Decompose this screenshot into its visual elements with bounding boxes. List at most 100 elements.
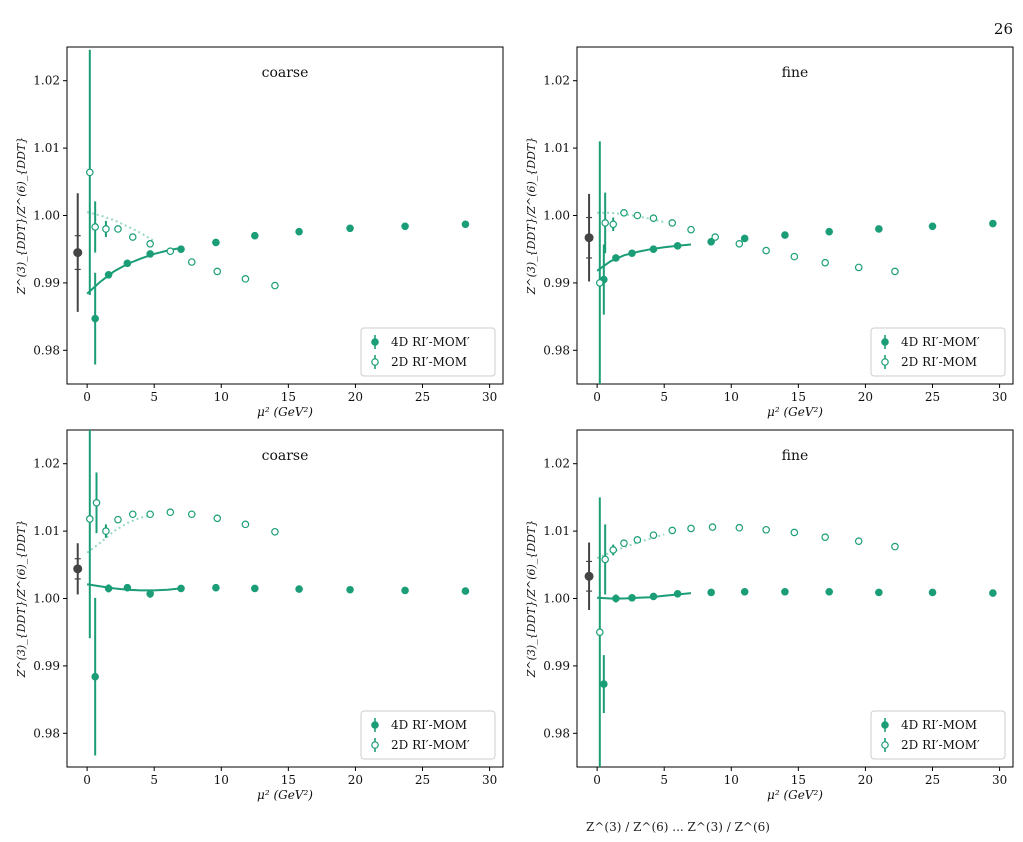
legend-marker-open [371,741,379,749]
data-point-2d [128,233,137,241]
data-point-2d [891,542,899,551]
y-tick-label: 1.01 [33,141,60,155]
panel-title: coarse [262,65,309,81]
y-tick-label: 1.02 [543,74,570,88]
data-point-4d [989,219,997,228]
data-point-2d [687,225,695,234]
data-point-2d [187,258,196,266]
data-point-4d [401,586,409,595]
data-point-4d [628,249,636,258]
data-point-4d [875,588,883,597]
data-point-2d [166,247,175,256]
x-axis-label: μ² (GeV²) [257,405,313,419]
x-tick-label: 30 [482,773,497,787]
data-point-2d [762,525,770,534]
data-point-4d [212,238,220,247]
data-point-4d [346,585,354,594]
data-point-4d [295,585,303,593]
data-point-2d [609,546,618,554]
data-point-4d [740,234,749,243]
fit-curve-2d [86,513,155,554]
data-point-2d [649,531,658,539]
x-tick-label: 10 [724,390,739,404]
y-tick-label: 0.98 [543,343,570,357]
y-tick-label: 1.02 [33,457,60,471]
x-tick-label: 15 [791,773,806,787]
data-point-4d [104,271,113,279]
data-point-4d [707,237,715,246]
plot-area [73,49,470,365]
y-tick-label: 1.02 [543,457,570,471]
data-point-2d [620,209,628,217]
data-point-2d [790,528,799,537]
x-tick-label: 20 [348,390,363,404]
plot-area [73,430,470,756]
fit-curve-2d [86,211,155,242]
data-point-4d [123,583,132,592]
data-point-2d [668,526,677,535]
data-point-2d [271,281,279,290]
caption-fragment: Z^(3) / Z^(6) ... Z^(3) / Z^(6) [586,820,770,834]
legend-marker-open [881,741,889,749]
data-point-2d [735,240,744,248]
data-point-4d [251,584,259,593]
y-tick-label: 1.00 [33,592,60,606]
data-point-2d [102,225,110,233]
x-tick-label: 15 [791,390,806,404]
x-tick-label: 10 [214,390,229,404]
panel-coarse-4d-vs-2d: 0 5 10 15 20 25 30 0.98 0.99 1.00 1.01 1.02 μ² (GeV²… [15,46,504,419]
data-point-2d [187,510,196,519]
legend-box [360,710,496,760]
panel-title: fine [782,65,809,81]
y-tick-label: 0.98 [543,726,570,740]
x-tick-label: 5 [150,390,158,404]
data-point-2d [86,168,94,177]
legend: 4D RI′-MOM 2D RI′-MOM′ [870,710,1006,760]
data-point-4d [177,245,185,254]
data-point-2d [128,510,137,519]
x-tick-label: 0 [83,390,91,404]
legend: 4D RI′-MOM 2D RI′-MOM′ [360,710,496,760]
x-tick-label: 10 [214,773,229,787]
y-tick-label: 1.01 [543,524,570,538]
plot-area [584,141,997,384]
page-number: 26 [993,20,1013,38]
data-point-4d [91,314,99,323]
x-axis-label: μ² (GeV²) [767,405,823,419]
data-point-2d [601,219,609,227]
legend-marker-filled [371,721,379,729]
legend-label: 4D RI′-MOM′ [901,335,980,349]
data-point-4d [612,254,620,262]
data-point-4d [461,587,470,595]
data-point-4d [212,583,220,592]
x-tick-label: 0 [83,773,91,787]
data-point-4d [628,594,636,602]
fit-curve-2d [596,533,665,560]
data-point-4d [707,588,715,597]
y-tick-label: 1.00 [543,209,570,223]
data-point-4d [875,225,883,233]
legend-marker-open [881,358,889,366]
data-point-4d [825,587,834,596]
data-point-4d [740,587,749,596]
data-point-2d [687,524,695,533]
legend-marker-filled [371,338,379,346]
estimate-point [73,248,83,258]
data-point-2d [596,628,604,637]
data-point-4d [825,227,834,236]
x-tick-label: 10 [724,773,739,787]
data-point-4d [673,589,682,598]
data-point-2d [596,279,604,287]
x-tick-label: 15 [281,773,296,787]
data-point-4d [401,222,409,231]
data-point-4d [251,231,259,240]
x-tick-label: 20 [858,390,873,404]
legend-label: 2D RI′-MOM [391,355,467,369]
plot-area [584,497,997,767]
y-tick-label: 1.01 [33,524,60,538]
data-point-2d [166,508,175,517]
data-point-2d [86,515,94,523]
data-point-4d [146,250,154,258]
data-point-2d [213,267,222,276]
